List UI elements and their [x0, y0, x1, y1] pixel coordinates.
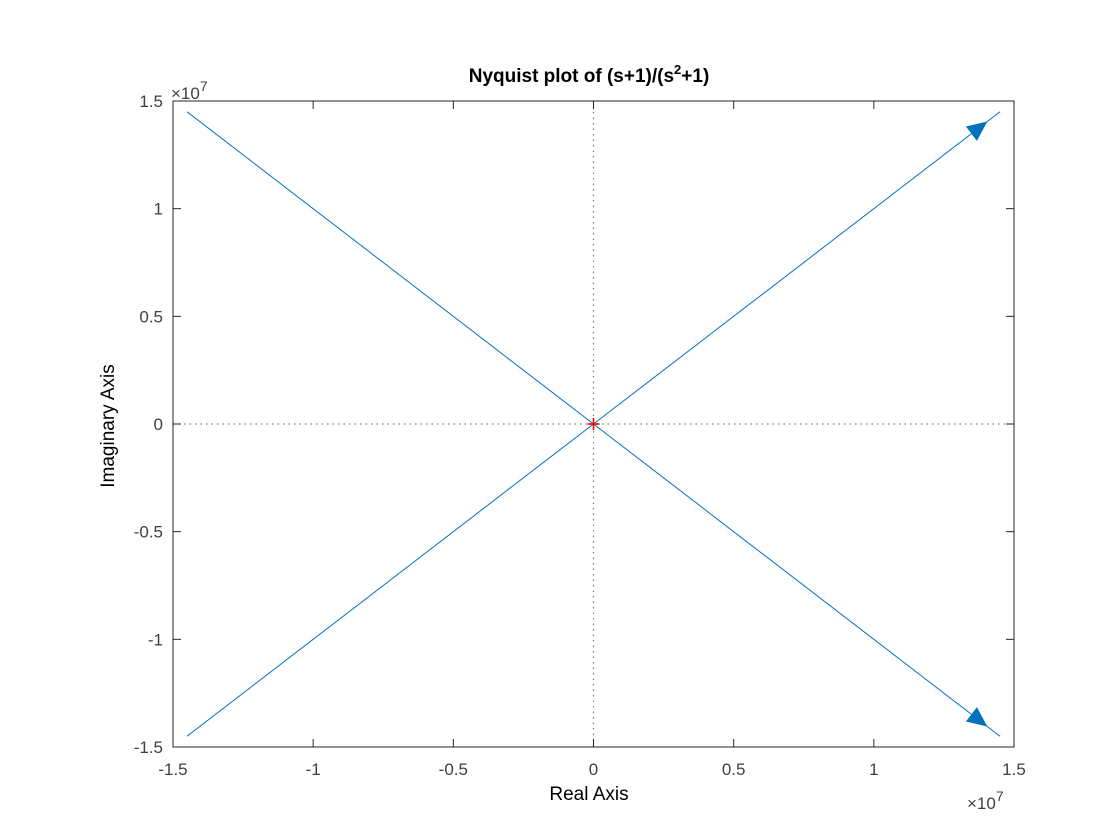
- y-tick-label-1: -1: [148, 630, 163, 649]
- x-tick-label-3: 0: [589, 760, 598, 779]
- y-axis-label: Imaginary Axis: [98, 364, 119, 488]
- y-tick-label-3: 0: [154, 415, 163, 434]
- y-tick-label-6: 1.5: [139, 92, 163, 111]
- x-tick-label-1: -1: [306, 760, 321, 779]
- chart-title: Nyquist plot of (s+1)/(s2+1): [469, 62, 710, 87]
- x-tick-label-5: 1: [869, 760, 878, 779]
- y-tick-label-0: -1.5: [134, 738, 163, 757]
- x-tick-labels: -1.5 -1 -0.5 0 0.5 1 1.5: [158, 760, 1025, 779]
- y-axis-multiplier: ×107: [171, 78, 208, 103]
- x-axis-multiplier: ×107: [967, 788, 1004, 813]
- x-tick-label-4: 0.5: [722, 760, 746, 779]
- chart-title-end: +1): [681, 66, 709, 87]
- ticks-layer: [172, 100, 1015, 748]
- x-axis-label: Real Axis: [549, 784, 628, 805]
- x-tick-label-2: -0.5: [439, 760, 468, 779]
- critical-point-marker: [587, 418, 600, 430]
- y-tick-label-2: -0.5: [134, 523, 163, 542]
- y-tick-label-4: 0.5: [139, 307, 163, 326]
- marker-layer: [587, 418, 600, 430]
- x-tick-label-0: -1.5: [158, 760, 187, 779]
- x-tick-label-6: 1.5: [1002, 760, 1026, 779]
- y-tick-label-5: 1: [154, 200, 163, 219]
- chart-title-superscript: 2: [674, 62, 681, 77]
- x-axis-multiplier-exponent: 7: [996, 788, 1004, 804]
- y-axis-multiplier-exponent: 7: [200, 78, 208, 94]
- nyquist-arrow-2: [965, 121, 988, 141]
- y-tick-labels: -1.5 -1 -0.5 0 0.5 1 1.5: [134, 92, 163, 757]
- nyquist-arrow-1: [965, 707, 988, 727]
